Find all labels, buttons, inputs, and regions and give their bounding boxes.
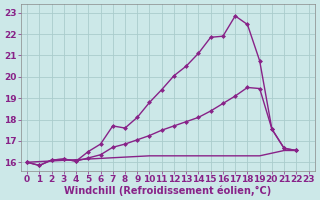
X-axis label: Windchill (Refroidissement éolien,°C): Windchill (Refroidissement éolien,°C) [64, 185, 271, 196]
